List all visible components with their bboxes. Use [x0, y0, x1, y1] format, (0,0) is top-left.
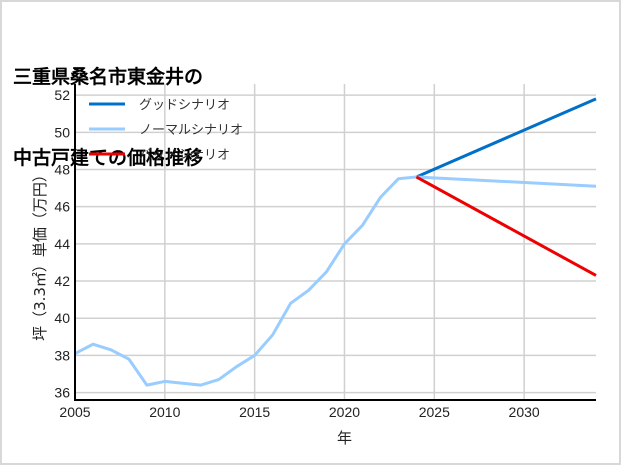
y-tick-label: 50	[54, 124, 70, 140]
y-tick-label: 44	[54, 236, 70, 252]
y-tick-label: 36	[54, 385, 70, 401]
x-tick-label: 2025	[419, 404, 450, 420]
x-axis-label: 年	[337, 429, 352, 447]
chart-title-line-2: 中古戸建ての価格推移	[13, 147, 204, 169]
x-tick-label: 2015	[239, 404, 270, 420]
y-tick-label: 52	[54, 87, 70, 103]
x-tick-label: 2030	[509, 404, 540, 420]
series-line-2	[415, 175, 597, 277]
y-tick-label: 38	[54, 347, 70, 363]
x-tick-label: 2010	[149, 404, 180, 420]
series-line-1	[74, 175, 597, 387]
y-axis-label: 坪（3.3㎡）単価（万円）	[31, 167, 49, 341]
chart-title-line-1: 三重県桑名市東金井の	[13, 66, 204, 88]
x-tick-label: 2005	[59, 404, 90, 420]
legend-label-1: ノーマルシナリオ	[139, 123, 243, 138]
y-tick-label: 40	[54, 310, 70, 326]
y-tick-label: 48	[54, 162, 70, 178]
y-tick-label: 42	[54, 273, 70, 289]
legend-label-2: バッドシナリオ	[139, 148, 230, 163]
y-tick-label: 46	[54, 199, 70, 215]
x-tick-label: 2020	[329, 404, 360, 420]
series-line-0	[415, 97, 597, 179]
chart-title: 三重県桑名市東金井の 中古戸建ての価格推移	[13, 10, 203, 199]
legend-label-0: グッドシナリオ	[139, 98, 230, 113]
